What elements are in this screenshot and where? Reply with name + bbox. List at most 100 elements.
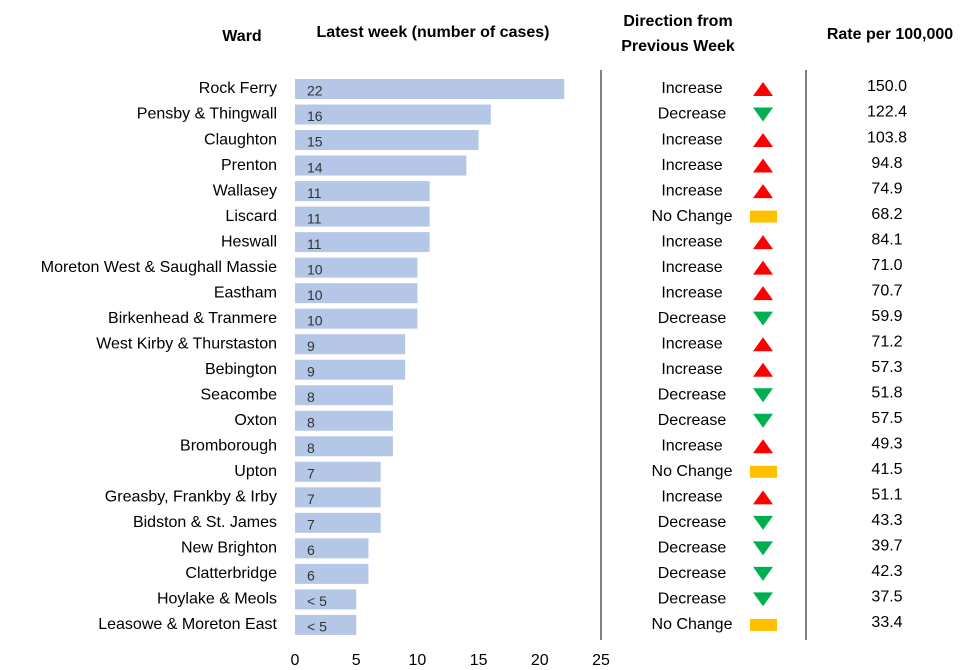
bar bbox=[295, 232, 430, 253]
bar bbox=[295, 538, 369, 559]
direction-icon bbox=[753, 133, 773, 148]
rate-value: 70.7 bbox=[871, 282, 902, 299]
rate-value: 51.1 bbox=[871, 487, 902, 504]
bar bbox=[295, 104, 491, 125]
bar bbox=[295, 257, 418, 278]
direction-icon bbox=[753, 235, 773, 250]
x-tick-label: 25 bbox=[592, 652, 610, 669]
ward-label: Birkenhead & Tranmere bbox=[108, 310, 277, 327]
direction-label: Increase bbox=[661, 335, 722, 352]
value-label: 15 bbox=[307, 134, 323, 150]
rate-value: 84.1 bbox=[871, 231, 902, 248]
value-label: 8 bbox=[307, 389, 315, 405]
direction-icon bbox=[753, 311, 773, 326]
direction-icon bbox=[753, 184, 773, 199]
direction-label: Increase bbox=[661, 489, 722, 506]
x-tick-label: 20 bbox=[531, 652, 549, 669]
ward-label: Claughton bbox=[204, 131, 277, 148]
direction-icon bbox=[753, 82, 773, 96]
direction-label: Increase bbox=[661, 131, 722, 148]
value-label: 6 bbox=[307, 542, 315, 558]
direction-label: Decrease bbox=[658, 591, 727, 608]
bar bbox=[295, 334, 406, 355]
ward-label: Pensby & Thingwall bbox=[137, 106, 277, 123]
ward-label: Greasby, Frankby & Irby bbox=[105, 489, 277, 506]
ward-label: Wallasey bbox=[213, 182, 277, 199]
ward-label: Prenton bbox=[221, 157, 277, 174]
direction-label: Increase bbox=[661, 284, 722, 301]
direction-label: Increase bbox=[661, 233, 722, 250]
rate-value: 103.8 bbox=[867, 129, 907, 146]
bar bbox=[295, 563, 369, 584]
rate-value: 33.4 bbox=[871, 614, 902, 631]
ward-label: Eastham bbox=[214, 284, 277, 301]
bar bbox=[295, 155, 467, 176]
x-tick-label: 5 bbox=[352, 652, 361, 669]
value-label: 7 bbox=[307, 466, 315, 482]
direction-label: Increase bbox=[661, 182, 722, 199]
ward-label: Seacombe bbox=[201, 386, 278, 403]
x-tick-label: 10 bbox=[409, 652, 427, 669]
ward-label: Rock Ferry bbox=[199, 80, 277, 97]
bar bbox=[295, 79, 565, 99]
rate-value: 94.8 bbox=[871, 155, 902, 172]
rate-value: 150.0 bbox=[867, 78, 907, 95]
rate-value: 122.4 bbox=[867, 104, 907, 121]
direction-label: Decrease bbox=[658, 106, 727, 123]
direction-header: Direction from bbox=[623, 13, 732, 30]
rate-value: 43.3 bbox=[871, 512, 902, 529]
rate-value: 39.7 bbox=[871, 538, 902, 555]
rate-value: 59.9 bbox=[871, 308, 902, 325]
direction-icon bbox=[753, 592, 773, 607]
value-label: 7 bbox=[307, 517, 315, 533]
direction-label: Increase bbox=[661, 80, 722, 97]
direction-icon bbox=[753, 515, 773, 530]
direction-label: Increase bbox=[661, 437, 722, 454]
rate-value: 74.9 bbox=[871, 180, 902, 197]
ward-label: Oxton bbox=[234, 412, 277, 429]
bar bbox=[295, 359, 406, 380]
value-label: < 5 bbox=[307, 593, 327, 609]
value-label: 10 bbox=[307, 261, 323, 277]
ward-label: West Kirby & Thurstaston bbox=[96, 335, 277, 352]
rate-value: 57.5 bbox=[871, 410, 902, 427]
direction-label: Increase bbox=[661, 259, 722, 276]
direction-icon bbox=[753, 286, 773, 301]
value-label: < 5 bbox=[307, 619, 327, 635]
bar bbox=[295, 614, 357, 635]
ward-label: Liscard bbox=[225, 208, 277, 225]
rate-value: 71.0 bbox=[871, 257, 902, 274]
direction-label: Decrease bbox=[658, 412, 727, 429]
rate-value: 51.8 bbox=[871, 384, 902, 401]
bar bbox=[295, 487, 381, 508]
value-label: 11 bbox=[307, 210, 322, 226]
value-label: 11 bbox=[307, 185, 322, 201]
bar bbox=[295, 410, 393, 431]
rate-value: 57.3 bbox=[871, 359, 902, 376]
direction-icon bbox=[750, 618, 777, 631]
value-label: 10 bbox=[307, 312, 323, 328]
direction-icon bbox=[753, 566, 773, 581]
ward-header: Ward bbox=[222, 28, 261, 45]
rate-value: 37.5 bbox=[871, 589, 902, 606]
direction-icon bbox=[750, 465, 777, 478]
bar bbox=[295, 283, 418, 304]
direction-icon bbox=[753, 541, 773, 556]
direction-label: Decrease bbox=[658, 514, 727, 531]
rate-value: 42.3 bbox=[871, 563, 902, 580]
ward-label: New Brighton bbox=[181, 540, 277, 557]
direction-label: Decrease bbox=[658, 386, 727, 403]
ward-label: Upton bbox=[234, 463, 277, 480]
bar bbox=[295, 385, 393, 406]
bar bbox=[295, 308, 418, 329]
direction-label: Decrease bbox=[658, 310, 727, 327]
rate-value: 41.5 bbox=[871, 461, 902, 478]
x-tick-label: 0 bbox=[291, 652, 300, 669]
direction-label: Decrease bbox=[658, 540, 727, 557]
value-label: 7 bbox=[307, 491, 315, 507]
direction-icon bbox=[753, 439, 773, 454]
bar bbox=[295, 589, 357, 610]
direction-icon bbox=[753, 260, 773, 275]
rate-value: 68.2 bbox=[871, 206, 902, 223]
